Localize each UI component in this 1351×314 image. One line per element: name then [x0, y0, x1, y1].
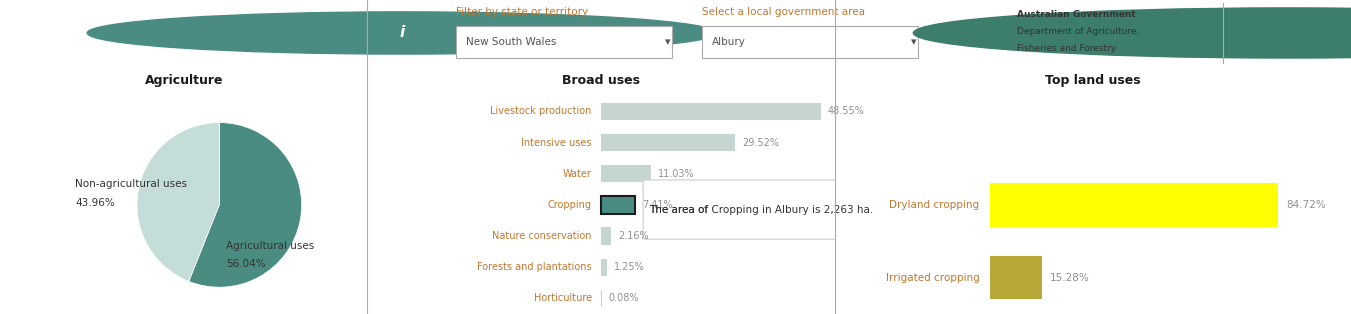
- Text: The area of Cropping in Albury is 2,263 ha.: The area of Cropping in Albury is 2,263 …: [648, 204, 873, 214]
- Circle shape: [913, 8, 1351, 58]
- Text: 43.96%: 43.96%: [76, 198, 115, 208]
- Text: 29.52%: 29.52%: [742, 138, 778, 148]
- Bar: [601, 165, 651, 182]
- FancyBboxPatch shape: [457, 26, 673, 58]
- Text: 48.55%: 48.55%: [828, 106, 865, 116]
- Text: 56.04%: 56.04%: [226, 259, 266, 269]
- Text: Australian Government: Australian Government: [1016, 10, 1135, 19]
- FancyBboxPatch shape: [643, 180, 842, 239]
- Text: Irrigated cropping: Irrigated cropping: [886, 273, 979, 283]
- Text: 0.08%: 0.08%: [608, 293, 639, 303]
- Text: ▾: ▾: [665, 37, 670, 47]
- Wedge shape: [189, 122, 301, 287]
- Text: i: i: [400, 25, 404, 41]
- Text: ABARES: ABARES: [1270, 50, 1304, 59]
- Bar: [601, 134, 735, 151]
- Text: Horticulture: Horticulture: [534, 293, 592, 303]
- Text: Agriculture: Agriculture: [145, 74, 223, 87]
- Text: Albury: Albury: [712, 37, 746, 47]
- Text: The area of: The area of: [648, 204, 711, 214]
- Text: Broad uses: Broad uses: [562, 74, 640, 87]
- Text: Fisheries and Forestry: Fisheries and Forestry: [1016, 44, 1116, 53]
- Text: Livestock production: Livestock production: [490, 106, 592, 116]
- Text: 15.28%: 15.28%: [1050, 273, 1089, 283]
- Text: 84.72%: 84.72%: [1286, 200, 1325, 210]
- Text: New South Wales: New South Wales: [466, 37, 557, 47]
- Text: 11.03%: 11.03%: [658, 169, 694, 179]
- Bar: [990, 256, 1042, 300]
- Text: Department of Agriculture,: Department of Agriculture,: [1016, 27, 1139, 36]
- Text: Land use profiles - local government areas: Land use profiles - local government are…: [0, 24, 384, 42]
- Text: 1.25%: 1.25%: [613, 262, 644, 272]
- Text: Water: Water: [563, 169, 592, 179]
- Text: Dryland cropping: Dryland cropping: [889, 200, 979, 210]
- Text: Intensive uses: Intensive uses: [521, 138, 592, 148]
- FancyBboxPatch shape: [703, 26, 919, 58]
- Bar: [601, 196, 635, 214]
- Text: Non-agricultural uses: Non-agricultural uses: [76, 179, 188, 189]
- Bar: [601, 258, 607, 276]
- Text: Nature conservation: Nature conservation: [492, 231, 592, 241]
- Text: Cropping: Cropping: [549, 200, 592, 210]
- Bar: [601, 103, 821, 120]
- Text: ▾: ▾: [911, 37, 916, 47]
- Text: 7.41%: 7.41%: [642, 200, 673, 210]
- Text: Select a local government area: Select a local government area: [703, 7, 865, 17]
- Text: Filter by state or territory: Filter by state or territory: [457, 7, 588, 17]
- Bar: [601, 227, 611, 245]
- Text: Top land uses: Top land uses: [1046, 74, 1140, 87]
- Text: Forests and plantations: Forests and plantations: [477, 262, 592, 272]
- Circle shape: [88, 12, 716, 54]
- Wedge shape: [136, 122, 219, 281]
- Text: 2.16%: 2.16%: [617, 231, 648, 241]
- Text: Agricultural uses: Agricultural uses: [226, 241, 315, 251]
- Bar: [990, 183, 1278, 227]
